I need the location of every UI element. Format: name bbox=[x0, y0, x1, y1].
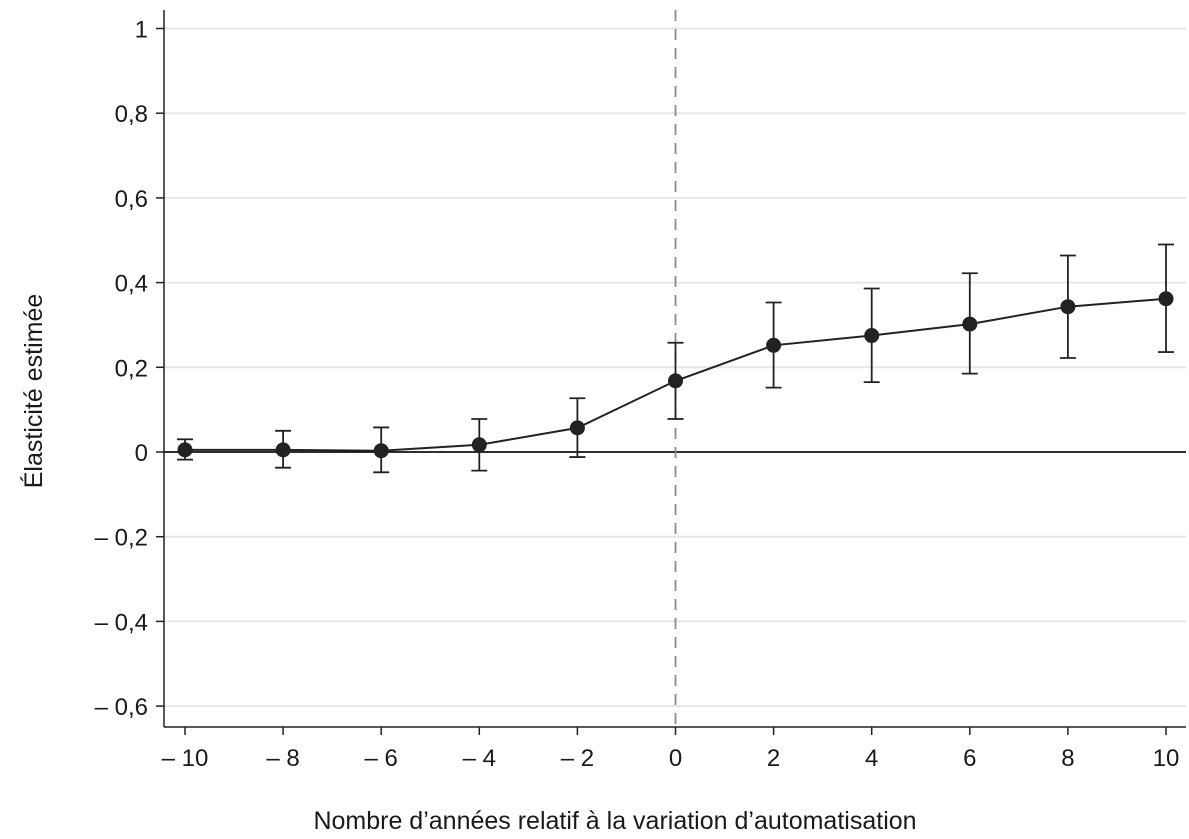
y-tick-label: – 0,6 bbox=[95, 694, 148, 721]
x-tick-label: – 2 bbox=[561, 745, 594, 772]
y-tick-label: – 0,4 bbox=[95, 609, 148, 636]
data-point bbox=[1060, 299, 1076, 315]
data-point bbox=[471, 437, 487, 453]
axes: 1 0,8 0,6 0,4 0,2 0 – 0,2 – 0,4 – 0,6 – 10 – 8 – 6 –… bbox=[95, 10, 1186, 772]
y-tick-label: 0,4 bbox=[115, 271, 148, 298]
data-point bbox=[275, 442, 291, 458]
data-point bbox=[864, 328, 880, 344]
x-tick-label: 2 bbox=[767, 745, 780, 772]
y-tick-label: 0,6 bbox=[115, 186, 148, 213]
y-tick-label: – 0,2 bbox=[95, 525, 148, 552]
reference-lines bbox=[164, 10, 1186, 727]
x-tick-label: – 6 bbox=[365, 745, 398, 772]
x-tick-label: – 4 bbox=[463, 745, 496, 772]
y-axis-title: Élasticité estimée bbox=[19, 294, 48, 489]
data-point bbox=[962, 316, 978, 332]
x-tick-label: 0 bbox=[669, 745, 682, 772]
data-point bbox=[668, 373, 683, 389]
y-tick-label: 1 bbox=[135, 17, 148, 44]
x-tick-label: 10 bbox=[1153, 745, 1180, 772]
data-point bbox=[1158, 291, 1174, 307]
y-tick-label: 0 bbox=[135, 440, 148, 467]
data-point bbox=[569, 420, 585, 436]
x-tick-label: 6 bbox=[963, 745, 976, 772]
y-tick-label: 0,2 bbox=[115, 355, 148, 382]
data-point bbox=[766, 337, 782, 353]
data-series bbox=[177, 243, 1174, 474]
x-tick-label: 8 bbox=[1061, 745, 1074, 772]
data-point bbox=[373, 443, 389, 459]
y-tick-label: 0,8 bbox=[115, 101, 148, 128]
x-axis-title: Nombre d’années relatif à la variation d… bbox=[313, 807, 916, 835]
x-tick-label: – 10 bbox=[162, 745, 209, 772]
data-point bbox=[177, 442, 193, 458]
x-tick-label: – 8 bbox=[266, 745, 299, 772]
x-tick-label: 4 bbox=[865, 745, 878, 772]
